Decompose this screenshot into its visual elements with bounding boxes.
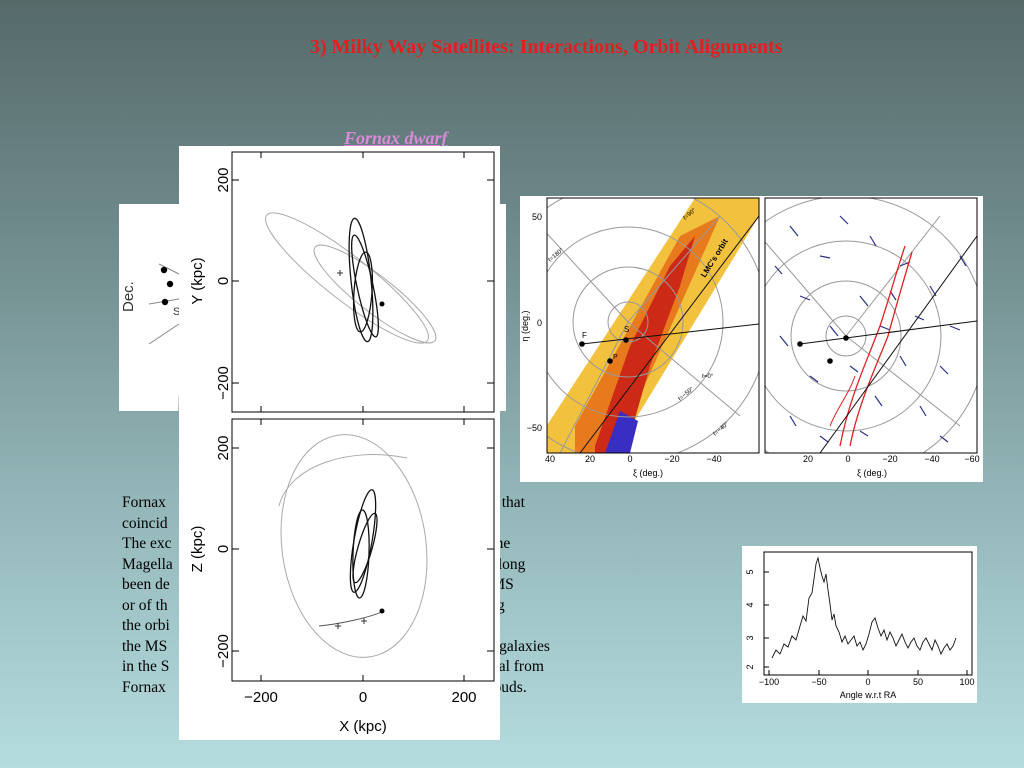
- stream-right-xtick-minus20: −20: [882, 454, 897, 464]
- slide-title: 3) Milky Way Satellites: Interactions, O…: [310, 36, 783, 58]
- xz-xlabel: X (kpc): [339, 718, 387, 735]
- stream-ytick-50: 50: [532, 212, 542, 222]
- stream-left-xtick-minus40: −40: [706, 454, 721, 464]
- orbit-xy-panel: 200 0 −200 Y (kpc): [189, 151, 495, 413]
- stream-left-xtick-40: 40: [545, 454, 555, 464]
- profile-figure: 5 4 3 2 −100 −50 0 50 100 Angle w.r.t RA: [742, 546, 977, 703]
- stream-right-xtick-0: 0: [845, 454, 850, 464]
- xz-ytick-minus200: −200: [215, 634, 232, 668]
- xy-ytick-minus200: −200: [215, 366, 232, 400]
- xz-xtick-0: 0: [359, 689, 367, 706]
- stream-point-label-p: P: [613, 354, 618, 361]
- profile-xtick-50: 50: [913, 677, 923, 687]
- xy-ytick-200: 200: [215, 167, 232, 192]
- profile-xlabel: Angle w.r.t RA: [840, 690, 897, 700]
- stream-map-figure: F S P LMC's orbit ℓ=90° ℓ=180° ℓ=0° ℓ=−5…: [520, 196, 983, 482]
- profile-xtick-0: 0: [865, 677, 870, 687]
- profile-ytick-2: 2: [745, 664, 755, 669]
- stream-right-xtick-minus40: −40: [924, 454, 939, 464]
- stream-map-left-panel: F S P LMC's orbit ℓ=90° ℓ=180° ℓ=0° ℓ=−5…: [520, 197, 760, 478]
- profile-xtick-minus100: −100: [759, 677, 779, 687]
- stream-ytick-minus50: −50: [527, 423, 542, 433]
- stream-point-label-s: S: [624, 325, 629, 334]
- stream-ylabel: η (deg.): [520, 310, 530, 341]
- stream-ytick-0: 0: [537, 318, 542, 328]
- stream-left-xtick-0: 0: [627, 454, 632, 464]
- sky-point: [160, 266, 168, 274]
- orbit-xz-panel: 200 0 −200 Z (kpc) −200 0 200 X (kpc): [189, 418, 495, 735]
- sky-point-label: S: [173, 306, 180, 318]
- xz-ytick-0: 0: [215, 545, 232, 553]
- stream-map-right-panel: 20 0 −20 −40 −60 ξ (deg.): [764, 197, 980, 478]
- xz-xtick-200: 200: [451, 689, 476, 706]
- orbit-figure: 200 0 −200 Y (kpc) 200 0 −200 Z (kpc) −2…: [179, 146, 500, 740]
- sky-point: [166, 280, 174, 288]
- xz-ytick-200: 200: [215, 435, 232, 460]
- stream-right-xlabel: ξ (deg.): [857, 468, 887, 478]
- stream-right-xtick-20: 20: [803, 454, 813, 464]
- stream-left-xtick-minus20: −20: [664, 454, 679, 464]
- stream-left-xlabel: ξ (deg.): [633, 468, 663, 478]
- sky-point: [161, 298, 169, 306]
- stream-right-xtick-minus60: −60: [964, 454, 979, 464]
- profile-xtick-minus50: −50: [811, 677, 826, 687]
- stream-point-label-f: F: [582, 331, 587, 340]
- profile-ytick-4: 4: [745, 602, 755, 607]
- xz-ylabel: Z (kpc): [189, 526, 206, 573]
- stream-contour-label-0: ℓ=0°: [702, 373, 714, 380]
- sky-axis-label: Dec.: [120, 281, 137, 312]
- profile-ytick-3: 3: [745, 635, 755, 640]
- xz-xtick-minus200: −200: [244, 689, 278, 706]
- profile-xtick-100: 100: [959, 677, 974, 687]
- xy-ytick-0: 0: [215, 277, 232, 285]
- slide-subtitle: Fornax dwarf: [344, 128, 448, 148]
- stream-left-xtick-20: 20: [585, 454, 595, 464]
- xy-ylabel: Y (kpc): [189, 257, 206, 304]
- profile-ytick-5: 5: [745, 569, 755, 574]
